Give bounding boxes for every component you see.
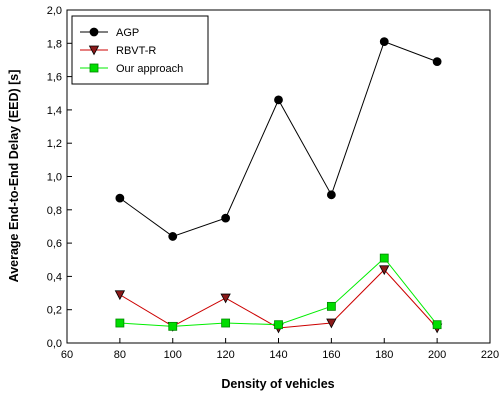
data-point — [379, 253, 389, 263]
y-tick-label: 0,8 — [47, 205, 62, 217]
legend-label: Our approach — [116, 63, 183, 75]
legend-label: RBVT-R — [116, 45, 156, 57]
series-layer — [114, 37, 443, 334]
data-point — [168, 321, 178, 331]
series-line — [119, 269, 438, 329]
y-axis-title: Average End-to-End Delay (EED) [s] — [7, 70, 21, 283]
y-tick-label: 0,4 — [47, 271, 62, 283]
data-point — [221, 213, 231, 223]
y-tick-label: 2,0 — [47, 5, 62, 17]
y-tick-label: 1,6 — [47, 72, 62, 84]
data-point — [379, 37, 389, 47]
y-tick-label: 0,6 — [47, 238, 62, 250]
x-axis: 60 80 100 120 140 160 180 200 220 — [61, 338, 499, 361]
legend-label: AGP — [116, 27, 139, 39]
y-axis: 0,0 0,2 0,4 0,6 0,8 1,0 1,2 1,4 1,6 1,8 2,0 — [47, 5, 72, 350]
data-point — [326, 301, 336, 311]
legend-item: RBVT-R — [80, 45, 156, 57]
x-tick-label: 160 — [322, 349, 340, 361]
y-tick-label: 1,4 — [47, 105, 62, 117]
legend-marker — [88, 45, 100, 56]
y-tick-label: 0,2 — [47, 305, 62, 317]
x-axis-title: Density of vehicles — [221, 377, 334, 391]
data-point — [114, 290, 126, 301]
data-point — [220, 293, 231, 304]
data-point — [432, 320, 442, 330]
x-tick-label: 180 — [375, 349, 393, 361]
y-tick-label: 1,0 — [47, 172, 62, 184]
data-point — [274, 95, 283, 105]
x-tick-label: 200 — [428, 349, 446, 361]
legend-item: AGP — [80, 27, 139, 39]
data-point — [379, 265, 390, 276]
series-0 — [115, 37, 442, 241]
data-point — [168, 232, 178, 241]
x-tick-label: 140 — [269, 349, 287, 361]
data-point — [326, 190, 336, 200]
legend-marker — [89, 63, 99, 73]
data-point — [326, 318, 337, 329]
x-tick-label: 80 — [114, 349, 126, 361]
data-point — [115, 318, 125, 328]
data-point — [221, 318, 231, 328]
series-2 — [115, 253, 442, 331]
y-tick-label: 1,8 — [47, 38, 62, 50]
data-point — [432, 57, 442, 67]
legend-item: Our approach — [80, 63, 183, 75]
y-tick-label: 0,0 — [47, 338, 62, 350]
y-tick-label: 1,2 — [47, 138, 62, 150]
x-tick-label: 220 — [481, 349, 499, 361]
legend: AGP RBVT-R Our approach — [71, 15, 209, 85]
x-tick-label: 120 — [216, 349, 234, 361]
x-tick-label: 100 — [164, 349, 182, 361]
data-point — [274, 320, 283, 330]
x-tick-label: 60 — [61, 349, 73, 361]
series-line — [119, 257, 438, 327]
data-point — [115, 193, 125, 203]
legend-marker — [89, 27, 99, 37]
